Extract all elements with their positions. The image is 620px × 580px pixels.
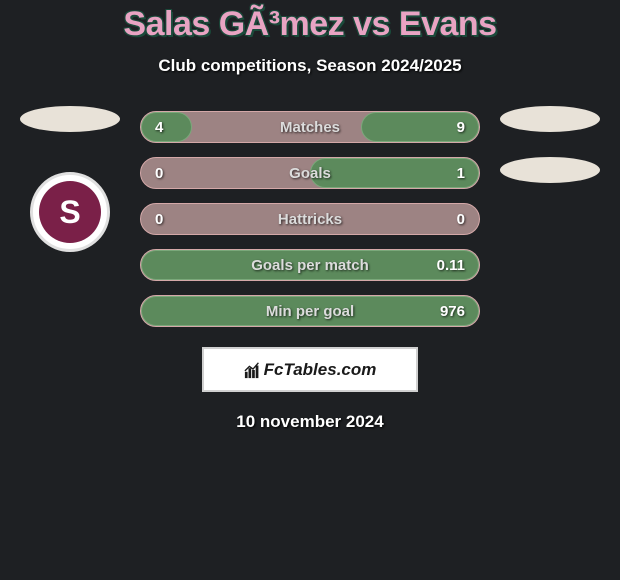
brand-box[interactable]: FcTables.com xyxy=(202,347,418,392)
page-title: Salas GÃ³mez vs Evans xyxy=(0,5,620,44)
stat-label: Matches xyxy=(280,119,340,136)
right-placeholder-icon-2 xyxy=(500,157,600,183)
stat-value-right: 0.11 xyxy=(437,257,465,274)
footer-date: 10 november 2024 xyxy=(0,412,620,432)
stat-bar: 0 Hattricks 0 xyxy=(140,203,480,235)
stat-value-left: 0 xyxy=(155,165,163,182)
team-logo-left: S xyxy=(30,172,110,252)
stat-bar: Goals per match 0.11 xyxy=(140,249,480,281)
subtitle: Club competitions, Season 2024/2025 xyxy=(0,56,620,76)
stat-value-right: 0 xyxy=(457,211,465,228)
chart-bars-icon xyxy=(244,361,262,379)
stat-fill-right xyxy=(310,158,479,188)
stat-value-right: 9 xyxy=(457,119,465,136)
left-placeholder-icon xyxy=(20,106,120,132)
brand-logo: FcTables.com xyxy=(244,360,377,380)
stat-value-left: 0 xyxy=(155,211,163,228)
brand-text: FcTables.com xyxy=(264,360,377,380)
stat-value-right: 1 xyxy=(457,165,465,182)
right-logo-column xyxy=(490,106,610,183)
left-logo-column: S xyxy=(10,106,130,252)
stat-value-right: 976 xyxy=(440,303,465,320)
main-container: Salas GÃ³mez vs Evans Club competitions,… xyxy=(0,0,620,432)
stats-column: 4 Matches 9 0 Goals 1 0 Hattricks 0 Goals per mat… xyxy=(140,106,480,327)
stat-bar: 4 Matches 9 xyxy=(140,111,480,143)
stat-value-left: 4 xyxy=(155,119,163,136)
stat-bar: 0 Goals 1 xyxy=(140,157,480,189)
stat-label: Min per goal xyxy=(266,303,354,320)
stat-label: Hattricks xyxy=(278,211,342,228)
right-placeholder-icon-1 xyxy=(500,106,600,132)
stat-label: Goals per match xyxy=(251,257,369,274)
stat-bar: Min per goal 976 xyxy=(140,295,480,327)
stat-label: Goals xyxy=(289,165,331,182)
team-logo-letter: S xyxy=(39,181,101,243)
content-area: S 4 Matches 9 0 Goals 1 0 Hattricks 0 Goals per m… xyxy=(0,106,620,327)
stat-fill-left xyxy=(141,112,192,142)
